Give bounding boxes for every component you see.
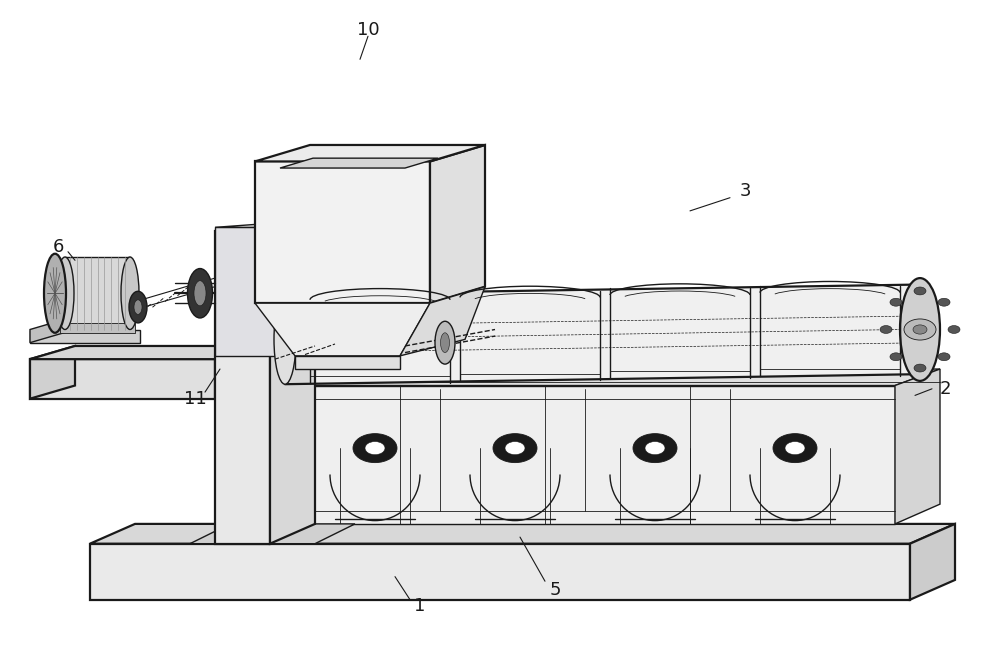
Ellipse shape [274,295,296,384]
Circle shape [645,442,665,455]
Polygon shape [400,287,485,356]
Ellipse shape [900,278,940,381]
Polygon shape [255,161,430,303]
Polygon shape [290,224,335,356]
Ellipse shape [194,281,206,306]
Text: 2: 2 [939,380,951,398]
Circle shape [938,299,950,306]
Polygon shape [30,316,75,343]
Polygon shape [895,369,940,524]
Ellipse shape [56,257,74,330]
Circle shape [493,434,537,463]
Circle shape [505,442,525,455]
Circle shape [914,287,926,295]
Ellipse shape [44,254,66,333]
Circle shape [365,442,385,455]
Circle shape [773,434,817,463]
Polygon shape [215,227,315,231]
Polygon shape [215,227,290,356]
Ellipse shape [134,300,142,314]
Circle shape [633,434,677,463]
Circle shape [948,326,960,333]
Polygon shape [295,356,400,369]
Circle shape [890,299,902,306]
Ellipse shape [188,269,212,318]
Circle shape [880,326,892,333]
Polygon shape [215,224,335,227]
Circle shape [353,434,397,463]
Ellipse shape [435,321,455,364]
Polygon shape [30,346,260,359]
Polygon shape [430,145,485,303]
Circle shape [913,325,927,334]
Polygon shape [190,524,355,544]
Ellipse shape [121,257,139,330]
Polygon shape [280,158,438,168]
Polygon shape [270,369,940,386]
Polygon shape [285,285,910,384]
Text: 10: 10 [357,20,379,39]
Polygon shape [90,524,955,544]
Ellipse shape [440,333,450,353]
Polygon shape [215,231,270,544]
Text: 3: 3 [739,182,751,200]
Polygon shape [60,323,135,333]
Polygon shape [30,330,140,343]
Circle shape [785,442,805,455]
Bar [65,333,85,343]
Polygon shape [910,524,955,600]
Bar [110,333,130,343]
Polygon shape [270,227,315,544]
Polygon shape [255,303,430,356]
Polygon shape [90,544,910,600]
Text: 6: 6 [52,238,64,256]
Ellipse shape [129,291,147,323]
Polygon shape [30,346,75,399]
Polygon shape [30,359,215,399]
Circle shape [938,353,950,360]
Polygon shape [65,257,130,330]
Text: 11: 11 [184,389,206,408]
Text: 5: 5 [549,581,561,599]
Circle shape [914,364,926,372]
Polygon shape [255,145,485,161]
Text: 1: 1 [414,597,426,616]
Circle shape [890,353,902,360]
Circle shape [904,319,936,340]
Polygon shape [270,386,895,524]
